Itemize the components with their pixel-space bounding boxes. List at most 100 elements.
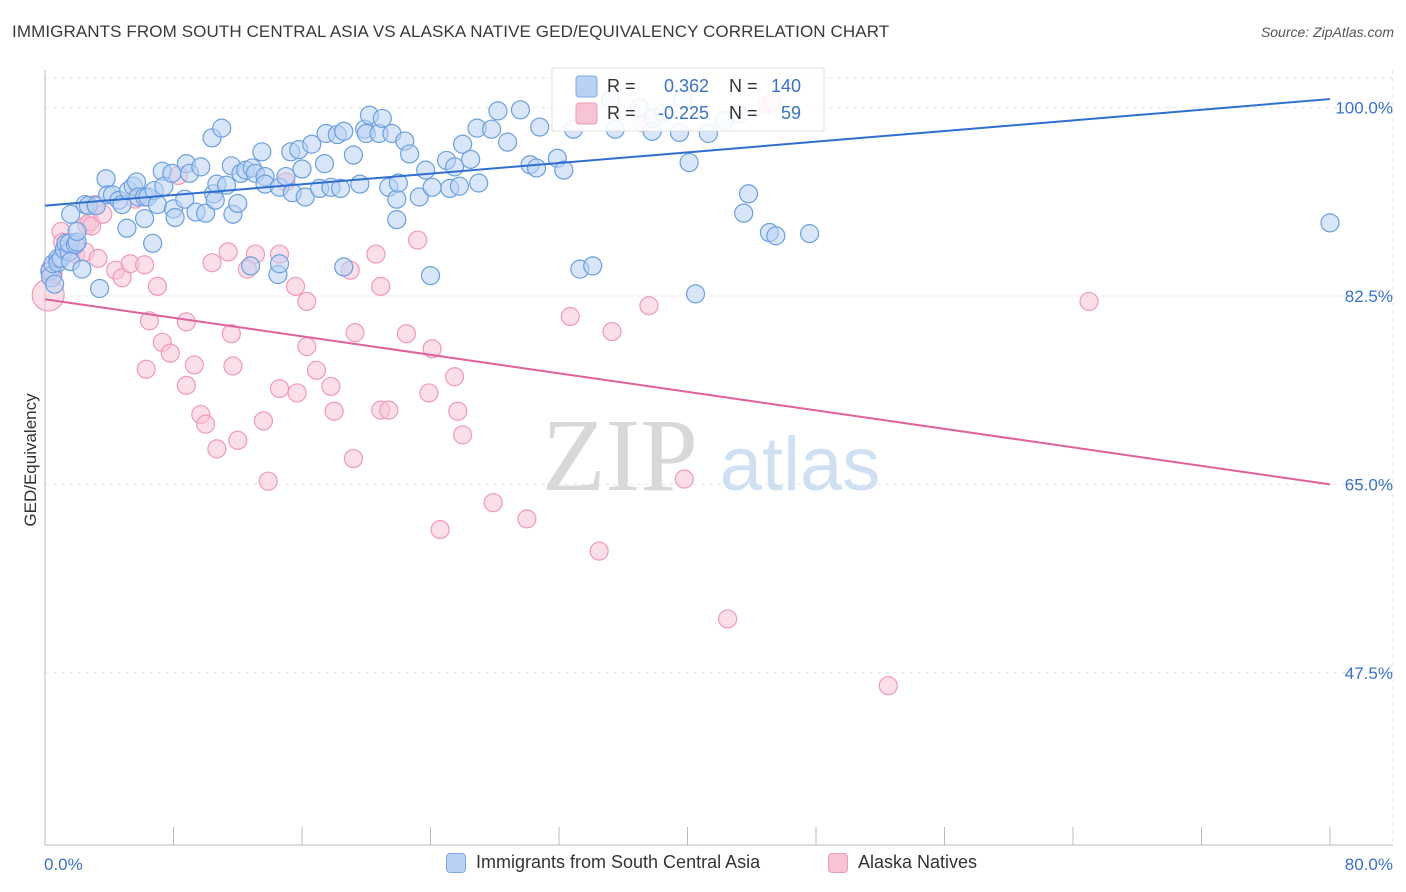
- data-point: [147, 276, 168, 296]
- data-point: [228, 193, 248, 214]
- data-point: [88, 248, 108, 268]
- data-point: [408, 230, 428, 250]
- legend-item-immigrants: Immigrants from South Central Asia: [446, 852, 760, 873]
- data-point: [276, 166, 296, 187]
- data-point: [444, 367, 465, 387]
- data-point: [212, 118, 232, 138]
- data-point: [453, 425, 473, 445]
- data-point: [387, 189, 407, 209]
- data-point: [481, 119, 502, 139]
- stats-legend-n-value: 140: [771, 76, 801, 96]
- data-point: [285, 276, 306, 296]
- chart-title: IMMIGRANTS FROM SOUTH CENTRAL ASIA VS AL…: [12, 22, 890, 41]
- legend-swatch-pink: [828, 852, 848, 873]
- data-point: [371, 276, 391, 296]
- data-point: [334, 257, 354, 277]
- data-point: [295, 187, 315, 207]
- legend-label: Immigrants from South Central Asia: [476, 852, 761, 872]
- data-point: [324, 401, 344, 421]
- data-point: [72, 259, 92, 279]
- data-point: [530, 117, 550, 137]
- trend-lines: [44, 98, 1331, 486]
- chart-source: Source: ZipAtlas.com: [1260, 24, 1394, 40]
- data-point: [134, 255, 155, 275]
- data-point: [422, 339, 442, 359]
- data-point: [134, 208, 155, 229]
- data-point: [453, 134, 473, 154]
- x-tick-label: 80.0%: [1345, 855, 1393, 874]
- data-point: [734, 203, 754, 223]
- stats-legend-n-value: 59: [781, 103, 801, 123]
- data-point: [366, 244, 386, 264]
- data-point: [343, 448, 363, 469]
- watermark-zip: ZIP: [542, 398, 698, 513]
- data-point: [1079, 291, 1099, 312]
- data-point: [400, 144, 420, 164]
- data-point: [218, 242, 238, 262]
- data-point: [449, 176, 470, 196]
- data-point: [483, 493, 503, 513]
- data-point: [205, 190, 225, 210]
- y-tick-labels: 47.5% 65.0% 82.5% 100.0%: [1335, 99, 1393, 683]
- legend-item-alaska-natives: Alaska Natives: [828, 852, 977, 873]
- data-point: [228, 430, 248, 450]
- data-point: [176, 312, 196, 332]
- trend-line: [44, 298, 1331, 486]
- data-point: [766, 226, 786, 246]
- data-point: [685, 284, 706, 304]
- data-point: [191, 157, 211, 177]
- data-point: [517, 509, 537, 529]
- data-point: [61, 204, 81, 224]
- data-point: [422, 177, 442, 197]
- data-point: [221, 324, 241, 344]
- data-point: [498, 132, 518, 152]
- data-point: [96, 169, 116, 189]
- stats-legend-swatch-blue: [575, 75, 598, 98]
- data-point: [269, 254, 290, 274]
- data-point: [350, 174, 370, 194]
- data-point: [602, 321, 622, 342]
- trend-line: [44, 98, 1331, 207]
- data-point: [345, 323, 365, 343]
- y-tick-label: 65.0%: [1345, 475, 1393, 494]
- data-point: [448, 401, 468, 421]
- data-point: [196, 203, 216, 223]
- data-point: [269, 379, 290, 399]
- data-point: [343, 145, 363, 165]
- data-point: [461, 149, 481, 169]
- y-tick-label: 47.5%: [1345, 664, 1393, 683]
- data-point: [252, 142, 272, 162]
- data-point: [583, 256, 603, 276]
- data-point: [718, 609, 738, 629]
- data-point: [430, 520, 450, 540]
- stats-legend-swatch-pink: [575, 102, 598, 125]
- data-point: [176, 375, 196, 395]
- data-point: [469, 173, 489, 193]
- data-point: [302, 134, 322, 154]
- stats-legend-r-value: 0.362: [664, 76, 709, 96]
- data-point: [241, 256, 261, 276]
- data-point: [488, 101, 508, 121]
- stats-legend-n-label: N =: [729, 103, 758, 123]
- stats-legend-r-label: R =: [607, 103, 636, 123]
- data-point: [287, 383, 307, 403]
- data-point: [420, 265, 441, 286]
- data-point: [372, 108, 392, 129]
- data-point: [196, 414, 216, 434]
- y-tick-label: 100.0%: [1335, 99, 1393, 118]
- data-point: [526, 158, 547, 178]
- data-point: [799, 224, 820, 244]
- y-axis-label: GED/Equivalency: [21, 393, 40, 527]
- data-point: [679, 152, 699, 173]
- x-tick-labels: 0.0% 80.0%: [44, 855, 1393, 874]
- data-point: [379, 400, 399, 420]
- stats-legend-r-label: R =: [607, 76, 636, 96]
- data-point: [253, 411, 274, 431]
- data-point: [147, 194, 168, 215]
- data-point: [67, 221, 87, 242]
- data-point: [258, 471, 278, 491]
- data-point: [878, 676, 898, 696]
- data-point: [589, 541, 609, 561]
- data-point: [409, 187, 429, 207]
- data-point: [388, 173, 408, 193]
